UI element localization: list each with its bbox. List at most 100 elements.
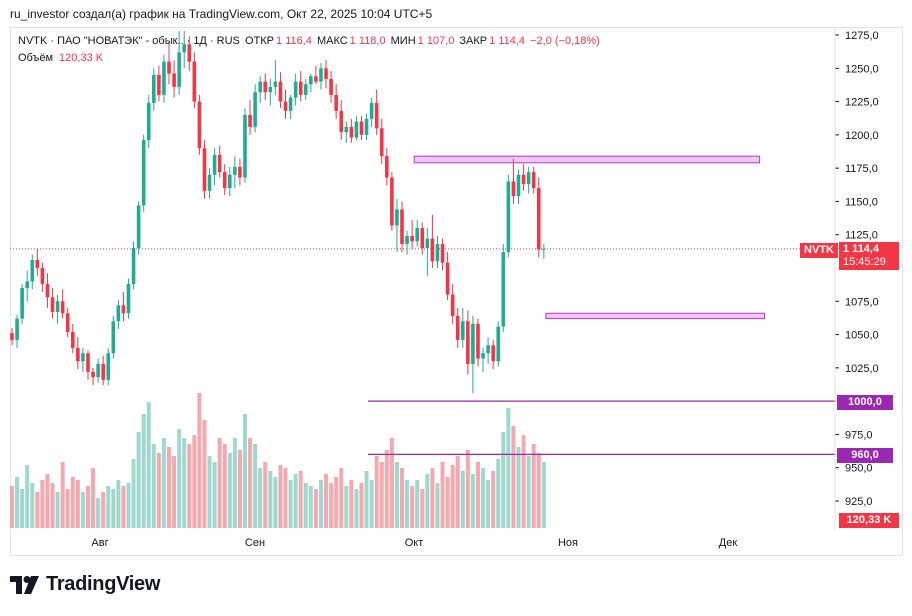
volume-bar xyxy=(60,462,65,528)
volume-bar xyxy=(202,420,207,528)
tradingview-logo-icon xyxy=(10,575,39,594)
candle-body xyxy=(146,102,151,141)
level-1000-tag: 1000,0 xyxy=(837,395,893,410)
candle-body xyxy=(410,236,414,242)
time-tick-label: Окт xyxy=(405,537,424,549)
volume-bar xyxy=(232,438,237,528)
volume-bar xyxy=(121,486,126,528)
volume-bar xyxy=(541,462,546,528)
candle-body xyxy=(162,61,166,95)
candle-body xyxy=(359,121,364,135)
volume-bar xyxy=(435,483,440,528)
volume-bar xyxy=(253,444,258,528)
candle-body xyxy=(177,52,181,87)
volume-bar xyxy=(192,435,197,528)
candle-body xyxy=(395,209,399,226)
volume-bar xyxy=(85,486,90,528)
candle-body xyxy=(55,301,60,312)
volume-bar xyxy=(268,471,273,528)
candle-body xyxy=(435,244,440,262)
volume-bar xyxy=(101,492,106,528)
candle-body xyxy=(227,174,232,189)
volume-bar xyxy=(156,453,161,528)
time-tick-label: Сен xyxy=(245,537,265,549)
candle-body xyxy=(111,321,116,354)
candle-body xyxy=(344,126,349,133)
open-value: 1 116,4 xyxy=(275,35,312,47)
candle-body xyxy=(349,126,354,138)
candle-body xyxy=(405,236,409,245)
volume-bar xyxy=(237,450,242,528)
candle-body xyxy=(207,174,212,191)
candle-body xyxy=(263,81,268,93)
candle-body xyxy=(390,177,394,226)
candle-body xyxy=(283,101,288,111)
header-line: ru_investor создал(а) график на TradingV… xyxy=(10,7,433,21)
volume-bar xyxy=(40,480,45,528)
candle-body xyxy=(81,353,85,362)
volume-bar xyxy=(460,471,465,528)
volume-layer xyxy=(10,393,546,528)
candle-body xyxy=(40,268,45,284)
candle-body xyxy=(314,76,318,82)
volume-bar xyxy=(400,468,405,528)
candle-body xyxy=(202,148,207,191)
volume-bar xyxy=(359,483,364,528)
volume-bar xyxy=(161,438,166,528)
volume-bar xyxy=(75,480,80,528)
volume-bar xyxy=(430,468,435,528)
candle-body xyxy=(364,118,369,135)
price-tick-label: 1025,0 xyxy=(845,363,879,375)
volume-bar xyxy=(278,465,283,528)
candle-body xyxy=(65,313,70,332)
time-tick-label: Авг xyxy=(91,537,108,549)
volume-bar xyxy=(531,444,536,528)
candle-body xyxy=(430,238,435,262)
candle-body xyxy=(70,331,75,348)
volume-bar xyxy=(491,471,496,528)
time-axis: Авг Сен Окт Ноя Дек xyxy=(91,537,737,549)
volume-bar xyxy=(45,474,50,528)
candle-body xyxy=(192,61,197,102)
candle-body xyxy=(354,121,359,138)
candle-body xyxy=(91,371,95,378)
volume-bar xyxy=(273,477,278,528)
candle-body xyxy=(455,315,460,340)
candle-body xyxy=(460,321,465,340)
price-tick-label: 975,0 xyxy=(845,429,873,441)
price-tick-label: 1125,0 xyxy=(845,230,878,242)
volume-bar xyxy=(481,468,486,528)
volume-bar xyxy=(486,480,491,528)
volume-bar xyxy=(227,453,232,528)
volume-bar xyxy=(212,462,217,528)
volume-bar xyxy=(283,468,288,528)
tradingview-logo[interactable]: TradingView xyxy=(10,573,160,596)
high-value: 1 118,0 xyxy=(349,35,386,47)
volume-bar xyxy=(313,489,318,528)
candle-body xyxy=(385,156,389,178)
candle-body xyxy=(334,94,338,111)
time-tick-label: Ноя xyxy=(558,537,578,549)
candle-body xyxy=(268,86,273,93)
volume-bar xyxy=(536,453,541,528)
candle-body xyxy=(491,345,495,362)
candle-body xyxy=(96,363,100,378)
candle-body xyxy=(415,228,419,242)
volume-bar xyxy=(339,468,344,528)
candle-body xyxy=(379,128,384,157)
low-label: МИН xyxy=(390,35,416,47)
symbol-name[interactable]: NVTK · ПАО "НОВАТЭК" - обык.. · 1Д · RUS xyxy=(18,35,240,47)
candle-body xyxy=(339,110,344,133)
volume-bar xyxy=(329,483,334,528)
volume-bar xyxy=(263,462,268,528)
volume-bar xyxy=(526,456,531,528)
candle-body xyxy=(374,102,379,129)
price-axis: 925,0950,0975,01025,01050,01075,01125,01… xyxy=(834,28,879,530)
volume-bar xyxy=(25,465,30,528)
volume-bar xyxy=(10,486,14,528)
candle-body xyxy=(369,102,374,119)
candle-body xyxy=(222,172,227,189)
volume-bar xyxy=(511,426,516,528)
volume-bar xyxy=(167,447,172,528)
candle-body xyxy=(420,228,425,249)
